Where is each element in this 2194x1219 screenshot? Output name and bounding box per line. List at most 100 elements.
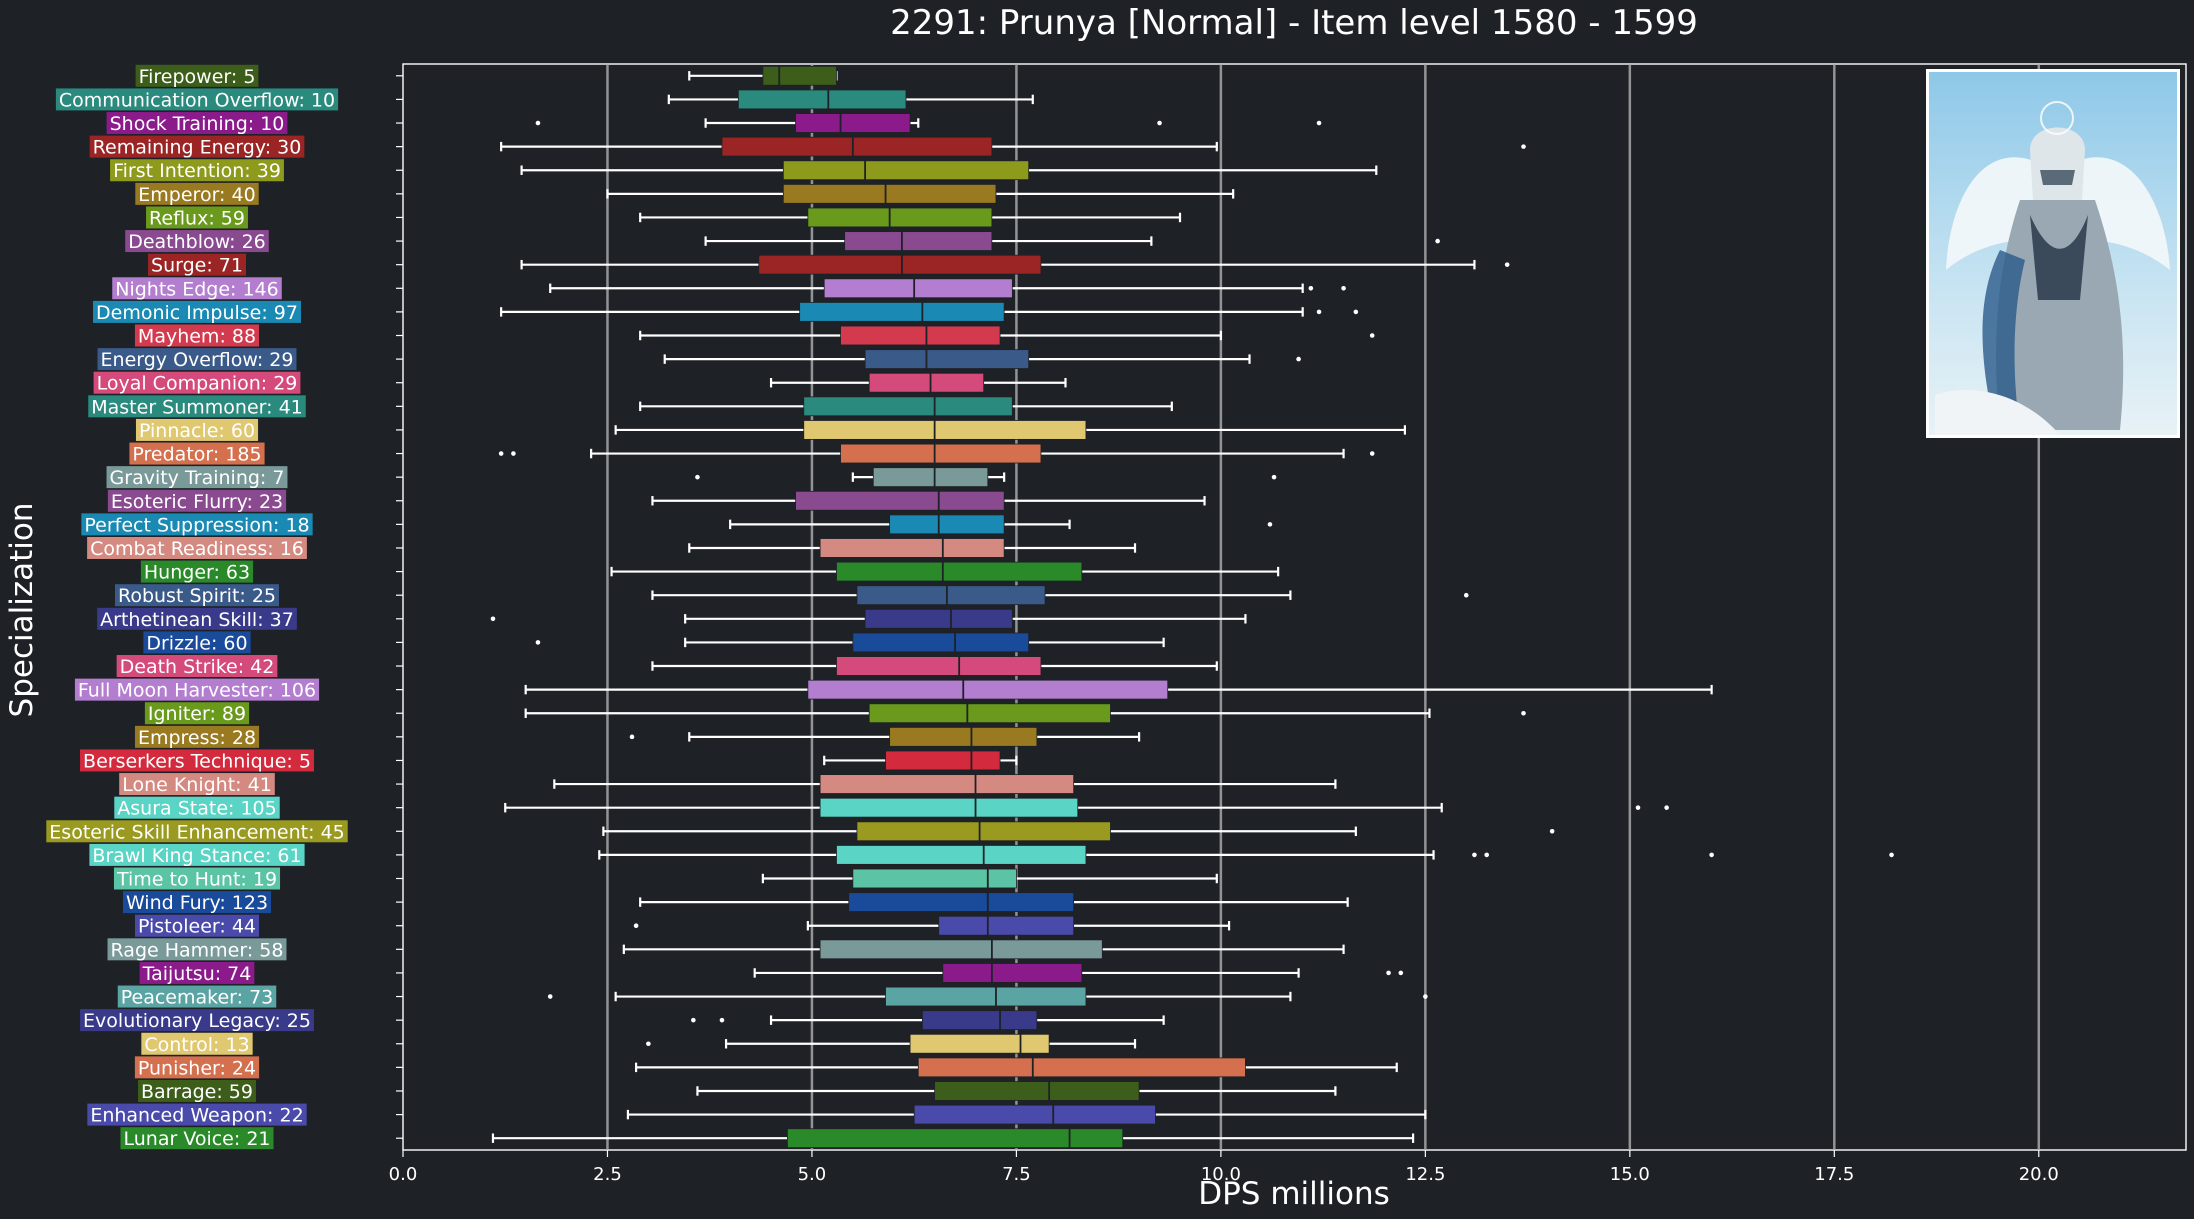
category-label: Enhanced Weapon: 22: [87, 1103, 307, 1127]
category-label-text: Taijutsu: 74: [142, 963, 252, 985]
category-label: Energy Overflow: 29: [97, 348, 297, 371]
outlier-point: [1504, 262, 1510, 267]
category-label-text: Drizzle: 60: [146, 632, 247, 654]
box-group: [639, 892, 1349, 912]
box-iqr: [852, 632, 1030, 653]
category-label-text: Communication Overflow: 10: [59, 89, 335, 111]
box-iqr: [803, 396, 1013, 417]
category-label-text: Lunar Voice: 21: [123, 1128, 270, 1150]
category-label-text: Reflux: 59: [149, 207, 245, 229]
outlier-point: [1296, 356, 1301, 362]
box-iqr: [819, 774, 1075, 794]
category-label-text: Asura State: 105: [117, 798, 276, 820]
category-label-background: [114, 584, 280, 607]
box-iqr: [889, 514, 1005, 535]
box-iqr: [819, 538, 1005, 558]
category-label: Berserkers Technique: 5: [80, 749, 314, 772]
category-label-background: [140, 560, 254, 583]
box-group: [500, 302, 1359, 322]
category-label-background: [97, 607, 297, 630]
box-iqr: [917, 1057, 1246, 1078]
category-label-background: [87, 1103, 307, 1126]
category-label-text: Time to Hunt: 19: [116, 869, 277, 891]
category-label-background: [135, 182, 259, 205]
category-label-text: Lone Knight: 41: [122, 774, 272, 796]
box-group: [622, 939, 1345, 960]
outlier-point: [691, 1017, 696, 1023]
category-label-background: [46, 820, 348, 843]
category-label-text: Energy Overflow: 29: [101, 349, 294, 371]
category-label: Combat Readiness: 16: [87, 536, 307, 560]
box-group: [823, 750, 1018, 771]
outlier-point: [1369, 451, 1375, 456]
box-iqr: [934, 1081, 1140, 1101]
box-group: [535, 113, 1322, 133]
box-group: [549, 278, 1346, 299]
box-group: [646, 1033, 1137, 1054]
box-iqr: [819, 939, 1103, 960]
category-label-background: [88, 395, 306, 418]
category-label: Esoteric Flurry: 23: [107, 489, 287, 513]
box-iqr: [819, 797, 1079, 818]
box-iqr: [799, 302, 1005, 322]
category-label-background: [97, 348, 297, 371]
category-label-background: [120, 1127, 274, 1150]
box-group: [490, 608, 1247, 629]
category-label-text: Firepower: 5: [139, 66, 256, 88]
outlier-point: [535, 640, 541, 645]
category-label: Perfect Suppression: 18: [81, 513, 313, 536]
plot-area: [402, 63, 2187, 1151]
outlier-point: [1435, 238, 1440, 244]
box-group: [547, 986, 1428, 1007]
box-group: [614, 420, 1407, 440]
outlier-point: [1308, 285, 1314, 291]
box-group: [667, 89, 1034, 110]
category-label-background: [122, 891, 272, 914]
box-iqr: [942, 963, 1083, 983]
category-label-text: Esoteric Skill Enhancement: 45: [49, 821, 344, 843]
box-iqr: [795, 490, 1005, 511]
category-label-text: Robust Spirit: 25: [118, 585, 276, 607]
plot-frame: [402, 63, 2187, 1151]
category-label: Arthetinean Skill: 37: [97, 607, 297, 631]
category-label-text: Deathblow: 26: [128, 231, 266, 253]
category-label-text: Master Summoner: 41: [91, 396, 303, 418]
outlier-point: [1472, 852, 1477, 858]
category-label-text: Mayhem: 88: [138, 326, 256, 348]
category-label-background: [129, 442, 265, 465]
box-iqr: [758, 254, 1042, 275]
category-label-background: [125, 230, 269, 253]
category-label-background: [106, 466, 288, 489]
category-label-text: Pinnacle: 60: [139, 420, 255, 442]
category-label-text: Demonic Impulse: 97: [96, 302, 298, 324]
category-label: Nights Edge: 146: [112, 277, 282, 300]
box-group: [524, 679, 1713, 700]
category-label-text: Surge: 71: [151, 255, 243, 277]
box-group: [696, 1081, 1337, 1101]
box-iqr: [856, 585, 1046, 606]
category-label-text: Empress: 28: [138, 727, 256, 749]
category-label-background: [74, 678, 320, 701]
box-group: [491, 1128, 1415, 1149]
outlier-point: [1369, 333, 1375, 338]
category-label-text: Arthetinean Skill: 37: [100, 609, 294, 631]
box-iqr: [782, 184, 997, 204]
category-label-background: [87, 536, 307, 559]
box-group: [500, 136, 1526, 157]
category-label-text: Esoteric Flurry: 23: [111, 491, 283, 513]
outlier-point: [1635, 805, 1641, 810]
outlier-point: [1386, 970, 1391, 976]
category-label: Full Moon Harvester: 106: [74, 678, 320, 702]
category-label-text: Full Moon Harvester: 106: [78, 680, 316, 702]
outlier-point: [695, 474, 700, 480]
category-label-background: [55, 88, 339, 111]
category-label-background: [93, 300, 301, 323]
category-label-background: [117, 985, 277, 1008]
box-group: [769, 372, 1067, 393]
box-group: [498, 443, 1375, 464]
outlier-point: [719, 1017, 725, 1023]
category-label-text: Brawl King Stance: 61: [92, 845, 301, 867]
category-label-text: Evolutionary Legacy: 25: [83, 1010, 311, 1032]
box-iqr: [823, 278, 1013, 299]
